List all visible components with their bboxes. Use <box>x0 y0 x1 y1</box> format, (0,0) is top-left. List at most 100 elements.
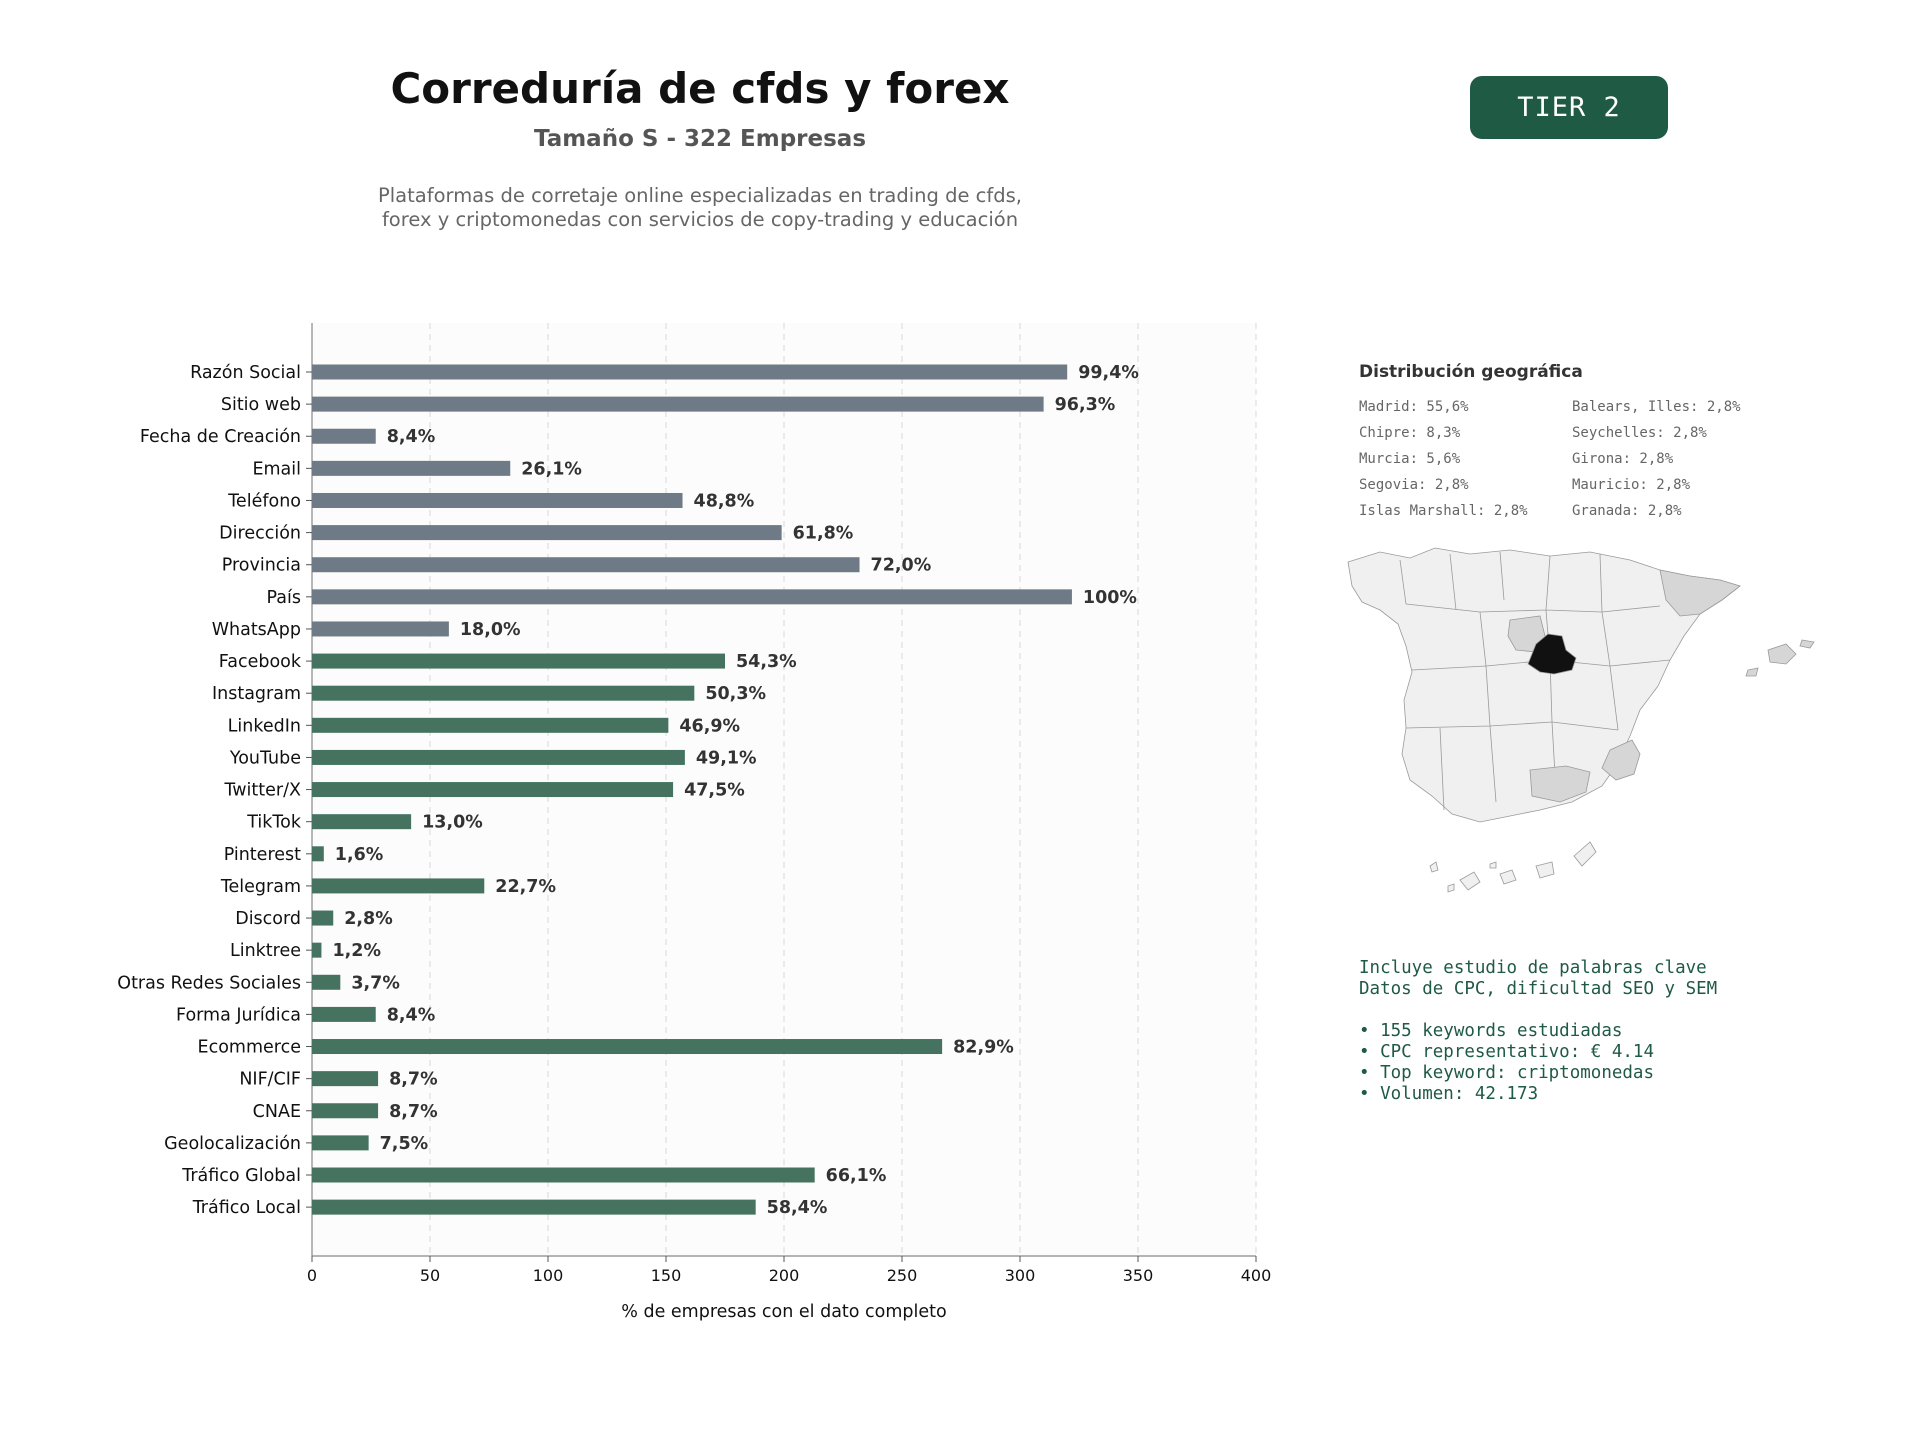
value-label: 8,7% <box>389 1070 438 1090</box>
girona-region <box>1659 569 1741 617</box>
tier-badge: TIER 2 <box>1470 76 1668 139</box>
value-label: 48,8% <box>694 491 755 511</box>
value-label: 7,5% <box>380 1134 429 1154</box>
description-line: forex y criptomonedas con servicios de c… <box>381 208 1019 231</box>
bar <box>312 364 1068 380</box>
x-tick-label: 100 <box>533 1266 564 1285</box>
sector-description: Plataformas de corretaje online especial… <box>300 184 1100 232</box>
value-label: 82,9% <box>953 1038 1014 1058</box>
geo-distribution-list: Madrid: 55,6% Balears, Illes: 2,8% Chipr… <box>1359 398 1772 520</box>
keywords-line: Incluye estudio de palabras clave <box>1359 958 1707 978</box>
value-label: 100% <box>1083 588 1137 608</box>
bar <box>312 428 376 444</box>
geo-item: Mauricio: 2,8% <box>1572 477 1691 493</box>
bar <box>312 974 341 990</box>
murcia-region <box>1601 739 1641 781</box>
geo-item: Seychelles: 2,8% <box>1572 425 1707 441</box>
category-label: Tráfico Local <box>192 1198 301 1218</box>
value-label: 66,1% <box>826 1166 887 1186</box>
completeness-bar-chart: 0 50 100 150 200 250 300 350 400 % de empresas co… <box>117 323 1271 1322</box>
value-label: 26,1% <box>521 459 582 479</box>
bar <box>312 846 324 862</box>
geo-item: Madrid: 55,6% <box>1359 399 1469 415</box>
balears-region <box>1767 643 1797 665</box>
bar <box>312 1199 756 1215</box>
geo-item: Girona: 2,8% <box>1572 451 1674 467</box>
category-label: Dirección <box>219 524 301 544</box>
bar <box>312 1071 379 1087</box>
category-label: Razón Social <box>190 363 301 383</box>
bar <box>312 1039 943 1055</box>
x-tick-label: 150 <box>651 1266 682 1285</box>
category-label: Sitio web <box>221 395 301 415</box>
category-label: Facebook <box>219 652 302 672</box>
value-label: 3,7% <box>351 973 400 993</box>
keywords-bullet: • CPC representativo: € 4.14 <box>1359 1042 1655 1062</box>
category-label: Discord <box>235 909 301 929</box>
bar <box>312 1103 379 1119</box>
x-tick-label: 300 <box>1005 1266 1036 1285</box>
value-label: 18,0% <box>460 620 521 640</box>
bar <box>312 814 412 830</box>
keywords-summary: Incluye estudio de palabras clave Datos … <box>1359 958 1717 1105</box>
category-label: Forma Jurídica <box>176 1005 301 1025</box>
bar <box>312 460 511 476</box>
x-tick-label: 0 <box>307 1266 317 1285</box>
bar <box>312 653 725 669</box>
value-label: 99,4% <box>1078 363 1139 383</box>
granada-region <box>1529 765 1591 803</box>
bar <box>312 557 860 573</box>
bar <box>312 525 782 541</box>
category-label: Ecommerce <box>198 1038 301 1058</box>
value-label: 54,3% <box>736 652 797 672</box>
bar <box>312 396 1044 412</box>
keywords-bullet: • Volumen: 42.173 <box>1359 1084 1539 1104</box>
bar <box>312 492 683 508</box>
geo-item: Balears, Illes: 2,8% <box>1572 399 1741 415</box>
spain-map <box>1340 540 1860 914</box>
category-label: Geolocalización <box>164 1134 301 1154</box>
page-subtitle: Tamaño S - 322 Empresas <box>533 126 867 152</box>
category-label: Teléfono <box>227 491 301 511</box>
keywords-bullet: • Top keyword: criptomonedas <box>1359 1063 1655 1083</box>
category-label: WhatsApp <box>212 620 301 640</box>
value-label: 8,4% <box>387 1005 436 1025</box>
value-label: 96,3% <box>1055 395 1116 415</box>
category-label: Provincia <box>222 556 301 576</box>
value-label: 2,8% <box>344 909 393 929</box>
value-label: 58,4% <box>767 1198 828 1218</box>
category-label: Fecha de Creación <box>140 427 301 447</box>
geo-item: Segovia: 2,8% <box>1359 477 1469 493</box>
value-label: 61,8% <box>793 524 854 544</box>
category-label: Tráfico Global <box>181 1166 301 1186</box>
bar <box>312 589 1072 605</box>
category-label: Pinterest <box>224 845 301 865</box>
bar <box>312 717 669 733</box>
value-label: 72,0% <box>871 556 932 576</box>
value-label: 13,0% <box>422 813 483 833</box>
x-tick-label: 250 <box>887 1266 918 1285</box>
value-label: 46,9% <box>679 716 740 736</box>
category-label: YouTube <box>229 748 301 768</box>
value-label: 47,5% <box>684 781 745 801</box>
page-title: Correduría de cfds y forex <box>390 64 1010 113</box>
geo-item: Chipre: 8,3% <box>1359 425 1461 441</box>
category-label: Linktree <box>230 941 301 961</box>
value-label: 50,3% <box>705 684 766 704</box>
category-label: CNAE <box>253 1102 301 1122</box>
category-label: Telegram <box>220 877 301 897</box>
geo-distribution-title: Distribución geográfica <box>1359 362 1583 382</box>
value-label: 8,7% <box>389 1102 438 1122</box>
value-label: 1,2% <box>332 941 381 961</box>
bar <box>312 621 449 637</box>
category-label: Instagram <box>212 684 301 704</box>
category-label: Email <box>252 459 301 479</box>
description-line: Plataformas de corretaje online especial… <box>378 184 1022 207</box>
x-tick-label: 350 <box>1123 1266 1154 1285</box>
geo-item: Islas Marshall: 2,8% <box>1359 503 1528 519</box>
x-tick-label: 200 <box>769 1266 800 1285</box>
bar <box>312 685 695 701</box>
x-tick-label: 50 <box>420 1266 440 1285</box>
bar <box>312 878 485 894</box>
bar <box>312 1167 815 1183</box>
